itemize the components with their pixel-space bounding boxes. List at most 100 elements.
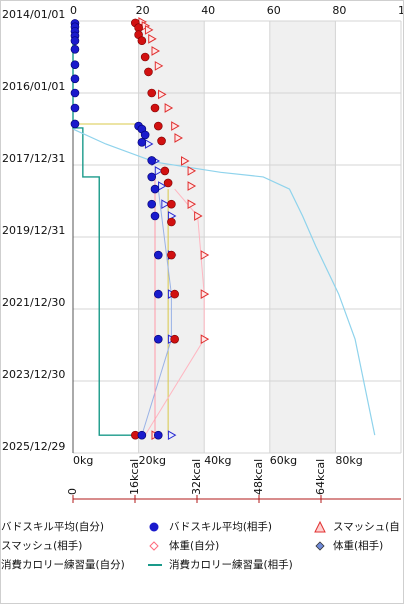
data-point-smash-self — [164, 103, 174, 113]
data-point-badoskill-self — [70, 45, 80, 54]
y-tick-label: 2025/12/29 — [2, 440, 65, 453]
chart-area: 2014/01/01 2016/01/01 2017/12/31 2019/12/31… — [2, 4, 403, 503]
legend-label: 体重(相手) — [333, 540, 384, 552]
data-point-badoskill-opp — [150, 103, 160, 113]
data-point-smash-self — [200, 250, 210, 260]
data-point-badoskill-self — [147, 172, 157, 182]
data-point-badoskill-opp — [167, 217, 176, 227]
data-point-smash-self — [151, 46, 161, 56]
legend-item-smash-self: スマッシュ(自 — [313, 519, 403, 535]
data-point-badoskill-opp — [170, 289, 179, 299]
data-point-badoskill-opp — [157, 136, 166, 146]
weight-opp-line — [141, 189, 172, 436]
y-tick-label: 2017/12/31 — [2, 152, 65, 165]
data-point-smash-opp — [158, 181, 167, 191]
data-point-badoskill-self — [147, 199, 157, 209]
y-tick-label: 2023/12/30 — [2, 368, 65, 381]
red-triangle-marker-icon — [314, 520, 326, 533]
data-point-badoskill-self — [153, 334, 163, 344]
calorie-tick-label: 16kcal — [128, 459, 141, 495]
data-point-badoskill-opp — [167, 199, 176, 209]
y-tick-label: 2021/12/30 — [2, 296, 65, 309]
legend-label: バドスキル平均(相手) — [169, 521, 273, 533]
blue-diamond-marker-icon — [315, 541, 325, 551]
data-point-badoskill-self — [70, 60, 80, 69]
data-point-smash-opp — [167, 430, 177, 441]
data-point-smash-self — [200, 334, 210, 345]
data-point-smash-self — [171, 121, 180, 131]
blue-circle-marker-icon — [149, 522, 159, 532]
data-point-badoskill-self — [70, 36, 80, 46]
top-tick-label: 10 — [398, 4, 403, 17]
data-point-smash-self — [187, 181, 197, 191]
data-point-smash-self — [148, 33, 157, 44]
data-point-badoskill-opp — [147, 88, 157, 98]
legend-item-badoskill-self: バドスキル平均(自分) — [1, 519, 131, 535]
legend-label: 消費カロリー練習量(相手) — [169, 559, 293, 571]
data-point-badoskill-self — [137, 138, 147, 147]
legend-label: 消費カロリー練習量(自分) — [1, 559, 125, 571]
data-point-badoskill-self — [70, 74, 80, 84]
top-tick-label: 40 — [201, 4, 215, 17]
bottom-tick-label: 0kg — [73, 454, 93, 467]
data-point-badoskill-opp — [160, 166, 170, 176]
legend-item-weight-opp: 体重(相手) — [313, 538, 403, 554]
bottom-tick-label: 60kg — [270, 454, 297, 467]
y-tick-label: 2019/12/31 — [2, 224, 65, 237]
data-point-badoskill-self — [153, 289, 163, 299]
data-point-badoskill-self — [153, 430, 163, 440]
data-point-badoskill-opp — [144, 67, 153, 77]
data-point-smash-self — [158, 89, 167, 100]
data-point-badoskill-self — [70, 119, 80, 129]
legend-label: スマッシュ(自 — [333, 521, 400, 533]
bottom-tick-label: 40kg — [204, 454, 231, 467]
data-point-badoskill-opp — [153, 121, 163, 131]
top-tick-label: 80 — [332, 4, 346, 17]
legend-item-calorie-opp: 消費カロリー練習量(相手) — [147, 557, 347, 573]
data-point-smash-self — [187, 166, 197, 176]
top-tick-label: 60 — [267, 4, 281, 17]
legend-item-smash-opp: スマッシュ(相手) — [1, 538, 131, 554]
data-point-smash-opp — [154, 166, 164, 176]
data-point-smash-self — [174, 133, 183, 143]
legend-item-weight-self: 体重(自分) — [147, 538, 312, 554]
calorie-tick-label: 32kcal — [190, 459, 203, 495]
legend-item-badoskill-opp: バドスキル平均(相手) — [147, 519, 312, 535]
data-point-badoskill-self — [137, 430, 147, 440]
data-point-badoskill-opp — [137, 36, 147, 46]
teal-line-marker-icon — [148, 564, 162, 566]
data-point-badoskill-opp — [170, 334, 179, 344]
legend-label: バドスキル平均(自分) — [1, 521, 105, 533]
calorie-tick-label: 0 — [66, 488, 79, 495]
data-point-badoskill-self — [150, 211, 160, 221]
data-point-smash-self — [187, 199, 197, 210]
legend-label: 体重(自分) — [169, 540, 220, 552]
data-point-smash-opp — [161, 199, 170, 210]
calorie-tick-label: 64kcal — [314, 459, 327, 495]
y-tick-label: 2014/01/01 — [2, 8, 65, 21]
data-point-smash-self — [200, 289, 210, 299]
data-point-badoskill-self — [70, 103, 80, 113]
pink-diamond-marker-icon — [149, 541, 159, 551]
legend-item-calorie-self: 消費カロリー練習量(自分) — [1, 557, 151, 573]
calorie-self-line — [72, 128, 376, 436]
bottom-tick-label: 20kg — [139, 454, 166, 467]
y-tick-label: 2016/01/01 — [2, 80, 65, 93]
bottom-tick-label: 80kg — [335, 454, 362, 467]
data-point-smash-self — [194, 211, 203, 221]
legend-label: スマッシュ(相手) — [1, 540, 83, 552]
data-point-badoskill-opp — [167, 250, 176, 260]
data-point-smash-self — [181, 156, 190, 166]
top-tick-label: 20 — [136, 4, 150, 17]
data-point-smash-self — [154, 61, 164, 71]
calorie-opp-line — [72, 21, 136, 436]
data-point-badoskill-self — [70, 88, 80, 98]
data-point-smash-self — [144, 25, 154, 35]
calorie-tick-label: 48kcal — [252, 459, 265, 495]
data-point-badoskill-opp — [140, 52, 150, 62]
data-point-badoskill-self — [140, 130, 150, 140]
data-point-badoskill-self — [147, 156, 157, 165]
data-point-badoskill-opp — [163, 178, 173, 188]
top-tick-label: 0 — [70, 4, 77, 17]
